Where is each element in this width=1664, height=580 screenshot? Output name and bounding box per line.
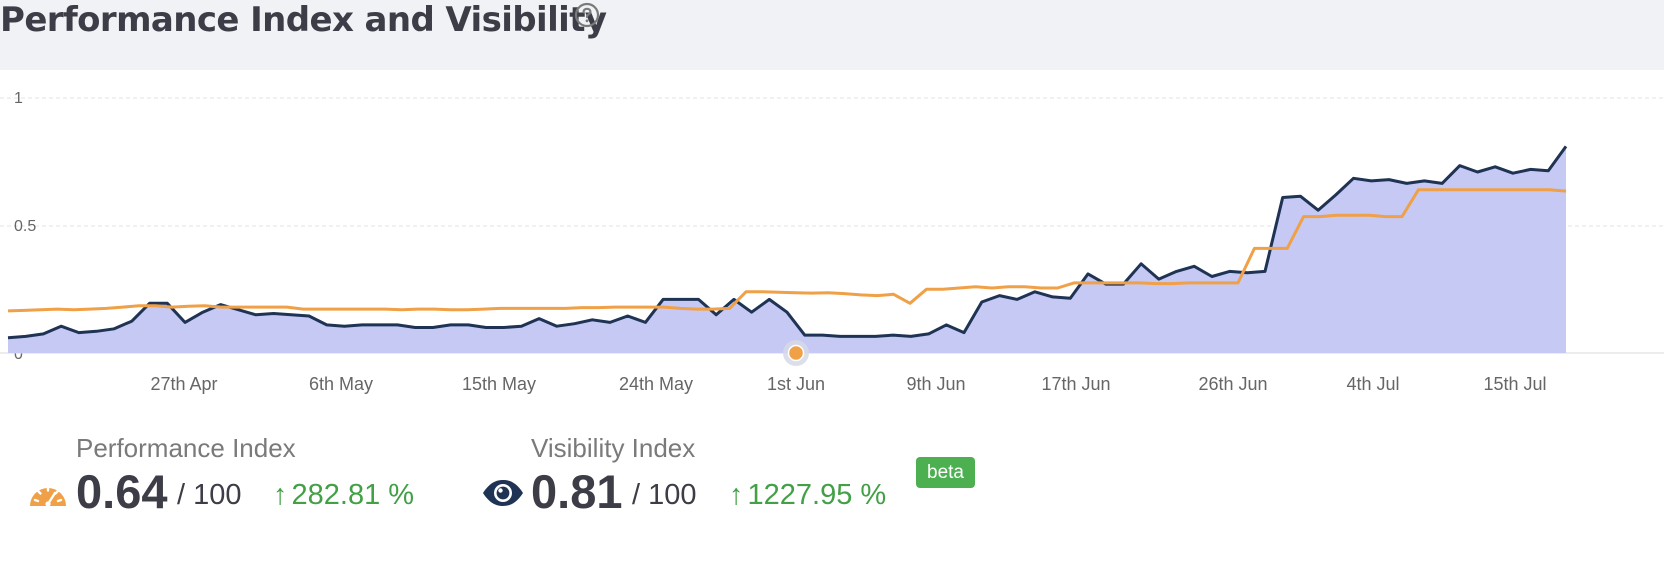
x-tick-label: 6th May: [309, 374, 373, 394]
performance-visibility-chart: 0 0.5 1 27th Apr 6th May 15th May 24th May 1st …: [0, 90, 1664, 394]
visibility-index-value: 0.81: [531, 465, 623, 518]
y-tick-label: 0: [14, 346, 23, 363]
visibility-index-max: / 100: [632, 479, 697, 511]
arrow-up-icon: ↑: [729, 479, 744, 511]
visibility-area: [8, 146, 1566, 353]
visibility-index-label: Visibility Index: [531, 433, 696, 463]
x-tick-label: 1st Jun: [767, 374, 825, 394]
performance-index-value: 0.64: [76, 465, 168, 518]
y-tick-label: 0.5: [14, 218, 36, 235]
chart-header: Performance Index and Visibility: [0, 0, 1664, 70]
performance-index-change: ↑ 282.81 %: [273, 479, 414, 512]
speedometer-icon: [30, 485, 66, 507]
y-tick-label: 1: [14, 90, 23, 107]
arrow-up-icon: ↑: [273, 479, 288, 511]
x-tick-label: 26th Jun: [1198, 374, 1267, 394]
performance-index-max: / 100: [177, 479, 242, 511]
x-tick-label: 4th Jul: [1346, 374, 1399, 394]
hover-point: [787, 344, 805, 362]
x-tick-label: 15th Jul: [1483, 374, 1546, 394]
performance-index-change-value: 282.81 %: [291, 479, 415, 511]
x-tick-label: 9th Jun: [906, 374, 965, 394]
page-title: Performance Index and Visibility: [0, 0, 607, 40]
visibility-index-change: ↑ 1227.95 %: [729, 479, 886, 512]
x-tick-label: 15th May: [462, 374, 536, 394]
beta-badge: beta: [916, 457, 975, 488]
visibility-index-change-value: 1227.95 %: [747, 479, 887, 511]
performance-line: [7, 188, 1567, 313]
eye-icon: [483, 480, 523, 506]
question-circle-icon[interactable]: [574, 2, 600, 28]
x-tick-label: 27th Apr: [150, 374, 217, 394]
x-tick-label: 24th May: [619, 374, 693, 394]
visibility-line: [7, 145, 1568, 340]
x-tick-label: 17th Jun: [1041, 374, 1110, 394]
performance-index-label: Performance Index: [76, 433, 296, 463]
